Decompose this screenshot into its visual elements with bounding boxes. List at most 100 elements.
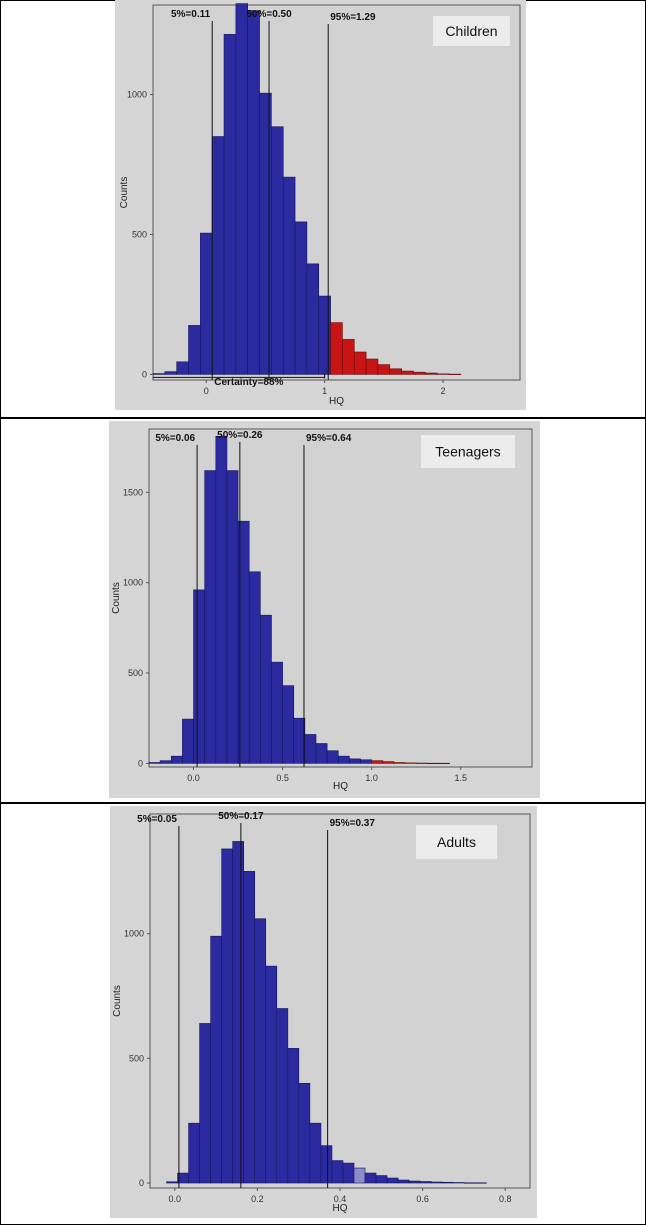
histogram-bar bbox=[353, 351, 367, 375]
y-axis-title: Counts bbox=[119, 177, 130, 209]
histogram-bar bbox=[389, 368, 402, 375]
children-panel: 0 1 2 0 500 1000 HQ Counts 5%=0.11 50%=0.50 95%=1.… bbox=[115, 0, 526, 410]
histogram-bar bbox=[199, 1023, 211, 1184]
histogram-bar bbox=[315, 743, 328, 764]
percentile-label: 50%=0.17 bbox=[218, 811, 264, 822]
y-tick-label: 500 bbox=[129, 1053, 144, 1063]
panel-divider bbox=[0, 802, 646, 804]
histogram-bar bbox=[176, 361, 189, 375]
histogram-bar bbox=[164, 371, 177, 375]
histogram-bar bbox=[306, 263, 320, 375]
histogram-bar bbox=[318, 295, 331, 375]
histogram-bar bbox=[375, 1175, 388, 1184]
percentile-label: 5%=0.05 bbox=[137, 814, 177, 825]
histogram-bar bbox=[342, 1162, 355, 1184]
histogram-bar bbox=[188, 1122, 200, 1184]
group-label-box bbox=[421, 435, 515, 468]
histogram-bar bbox=[419, 1181, 432, 1184]
percentile-label: 5%=0.06 bbox=[155, 433, 195, 444]
x-tick-label: 0.5 bbox=[276, 773, 289, 783]
histogram-bar bbox=[320, 1145, 333, 1184]
histogram-bar bbox=[330, 322, 343, 375]
teenagers-panel: 0.0 0.5 1.0 1.5 0 500 1000 1500 HQ Counts 5%=0.06 5… bbox=[109, 421, 540, 798]
x-tick-label: 0.2 bbox=[251, 1194, 264, 1204]
histogram-bar bbox=[204, 470, 217, 764]
percentile-label: 95%=0.37 bbox=[330, 818, 376, 829]
histogram-bar bbox=[152, 373, 166, 375]
percentile-label: 50%=0.50 bbox=[246, 9, 292, 20]
x-axis-title: HQ bbox=[333, 781, 348, 792]
group-label: Teenagers bbox=[435, 444, 500, 460]
histogram-bar bbox=[415, 762, 428, 764]
histogram-bar bbox=[282, 176, 296, 375]
histogram-bar bbox=[259, 92, 272, 375]
histogram-bar bbox=[182, 718, 194, 764]
group-label: Adults bbox=[437, 834, 476, 850]
histogram-bar bbox=[365, 358, 379, 375]
y-tick-label: 1500 bbox=[123, 487, 143, 497]
adults-chart: 0.0 0.2 0.4 0.6 0.8 0 500 1000 HQ Counts 5%=0.05 50… bbox=[112, 811, 531, 1214]
teenagers-chart: 0.0 0.5 1.0 1.5 0 500 1000 1500 HQ Counts 5%=0.06 5… bbox=[111, 428, 533, 792]
histogram-bar bbox=[188, 325, 201, 375]
histogram-bar bbox=[247, 10, 260, 375]
histogram-bar bbox=[413, 371, 426, 375]
histogram-bar bbox=[235, 3, 249, 375]
x-tick-label: 0.4 bbox=[334, 1194, 347, 1204]
x-tick-label: 0.6 bbox=[416, 1194, 429, 1204]
histogram-bar bbox=[265, 965, 278, 1184]
x-tick-label: 0.0 bbox=[187, 773, 200, 783]
histogram-bar bbox=[441, 1181, 454, 1184]
x-tick-label: 0.8 bbox=[499, 1194, 512, 1204]
histogram-bar bbox=[337, 755, 350, 764]
histogram-bar bbox=[424, 372, 438, 375]
percentile-label: 50%=0.26 bbox=[217, 430, 263, 441]
percentile-label: 95%=0.64 bbox=[306, 433, 352, 444]
histogram-bar bbox=[463, 1182, 476, 1184]
histogram-bar bbox=[408, 1180, 421, 1184]
histogram-bar bbox=[404, 762, 417, 764]
histogram-bar bbox=[393, 762, 406, 764]
histogram-bar bbox=[382, 761, 395, 764]
x-tick-label: 1.5 bbox=[454, 773, 467, 783]
x-tick-label: 1.0 bbox=[365, 773, 378, 783]
histogram-bar bbox=[166, 1181, 178, 1184]
percentile-label: 5%=0.11 bbox=[171, 9, 211, 20]
histogram-bar bbox=[452, 1182, 465, 1184]
x-tick-label: 2 bbox=[441, 386, 446, 396]
histogram-bar bbox=[304, 734, 317, 764]
histogram-bar bbox=[360, 759, 372, 764]
histogram-bar bbox=[349, 758, 361, 764]
histogram-bar bbox=[271, 126, 284, 375]
histogram-bar bbox=[427, 762, 439, 765]
histogram-bar bbox=[436, 373, 450, 375]
y-tick-label: 0 bbox=[142, 369, 147, 379]
y-tick-label: 0 bbox=[138, 758, 143, 768]
histogram-bar bbox=[326, 750, 339, 764]
histogram-bar bbox=[211, 136, 225, 375]
y-tick-label: 0 bbox=[139, 1178, 144, 1188]
x-axis-title: HQ bbox=[333, 1203, 348, 1214]
histogram-bar bbox=[353, 1167, 366, 1184]
histogram-bar bbox=[200, 232, 213, 375]
histogram-bar bbox=[271, 661, 283, 764]
histogram-bar bbox=[448, 373, 462, 375]
histogram-bar bbox=[159, 760, 172, 764]
histogram-bar bbox=[364, 1172, 377, 1184]
histogram-bar bbox=[223, 34, 237, 375]
histogram-bar bbox=[193, 589, 205, 764]
histogram-bar bbox=[210, 935, 222, 1184]
children-chart: 0 1 2 0 500 1000 HQ Counts 5%=0.11 50%=0.50 95%=1.… bbox=[119, 3, 521, 407]
histogram-bar bbox=[309, 1122, 322, 1184]
histogram-bar bbox=[377, 364, 391, 375]
group-label-box bbox=[416, 825, 497, 859]
histogram-bar bbox=[430, 1181, 443, 1184]
histogram-bar bbox=[287, 1048, 300, 1184]
histogram-bar bbox=[386, 1177, 399, 1184]
group-label: Children bbox=[445, 23, 497, 39]
histogram-bar bbox=[438, 762, 450, 765]
histogram-bar bbox=[254, 918, 267, 1184]
y-tick-label: 1000 bbox=[124, 929, 144, 939]
adults-panel: 0.0 0.2 0.4 0.6 0.8 0 500 1000 HQ Counts 5%=0.05 50… bbox=[110, 806, 537, 1218]
histogram-bar bbox=[248, 571, 261, 764]
y-axis-title: Counts bbox=[112, 985, 123, 1017]
